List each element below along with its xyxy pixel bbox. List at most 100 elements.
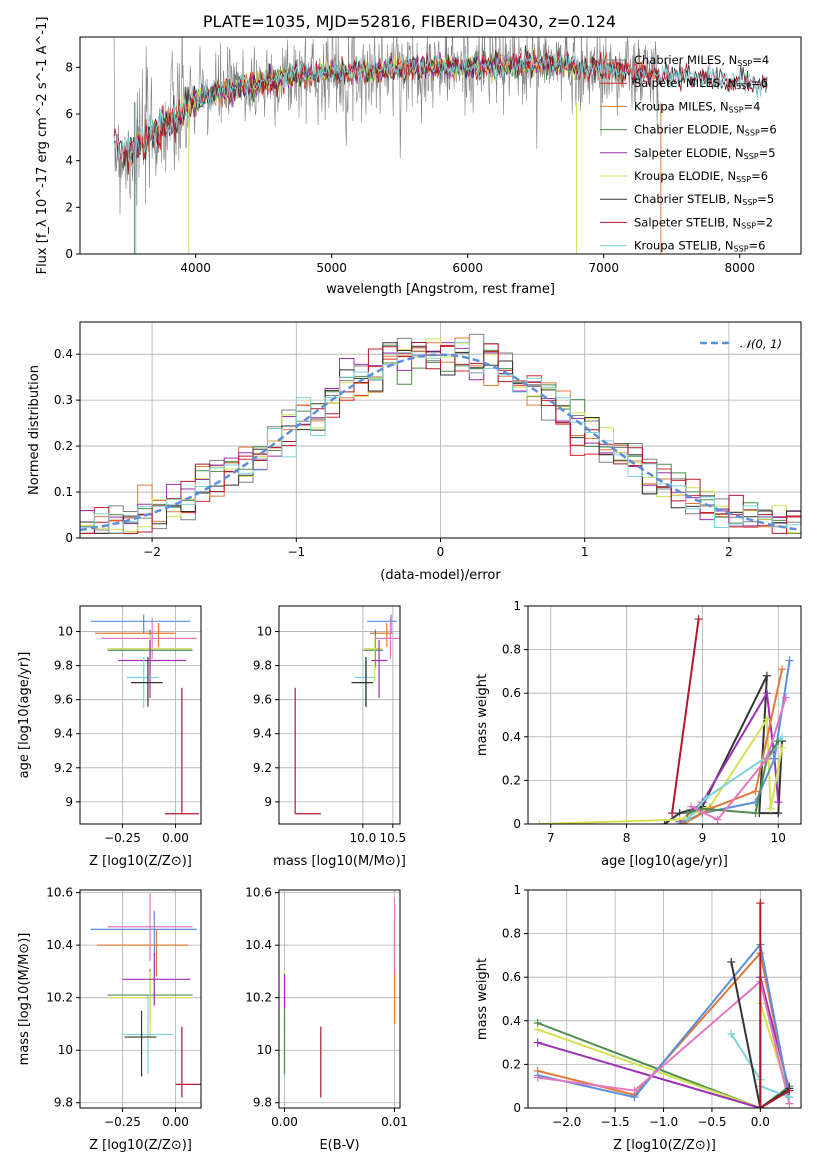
y-tick-label: 9.8: [253, 1096, 272, 1110]
x-tick-label: 10.5: [379, 831, 406, 845]
x-tick-label: 5000: [316, 261, 347, 275]
errorbar-point: [122, 953, 191, 1006]
errorbar-point: [351, 657, 374, 707]
axes-residuals: −2 −1 0 1 2 0 0.1 0.2 0.3 0.4 𝒩(0, 1) (data-model)/…: [27, 321, 802, 583]
weight-marker: [630, 1086, 639, 1095]
plot-area: [80, 333, 801, 534]
y-tick-label: 10: [58, 625, 73, 639]
legend-text: =5: [757, 192, 774, 206]
y-tick-label: 10: [58, 1043, 73, 1057]
normal-curve: [80, 353, 799, 532]
legend-text: Salpeter STELIB, N: [634, 215, 741, 229]
weight-marker: [687, 802, 696, 811]
y-tick-label: 10.4: [46, 938, 73, 952]
errorbar-point: [164, 687, 199, 815]
weight-marker: [713, 815, 722, 824]
y-tick-label: 9: [264, 795, 272, 809]
axes-frame: [527, 605, 802, 825]
y-axis-label: mass weight: [475, 674, 490, 756]
legend-text: Chabrier ELODIE, N: [634, 123, 745, 137]
y-tick-label: 1: [513, 883, 521, 897]
errorbar-point: [107, 892, 193, 961]
axes-frame: [278, 605, 401, 825]
y-tick-label: 10.2: [46, 991, 73, 1005]
legend-entry: Kroupa ELODIE, NSSP=6: [634, 169, 768, 184]
errorbar-point: [294, 687, 321, 815]
text-run: wavelength [Angstrom, rest frame]: [326, 282, 555, 297]
x-tick-label: −1.5: [601, 1115, 630, 1129]
weight-marker: [756, 899, 765, 908]
x-tick-label: 6000: [452, 261, 483, 275]
y-axis-label: age [log10(age/yr)]: [17, 652, 32, 779]
y-axis-label: Flux [f_λ 10^-17 erg cm^-2 s^-1 A^-1]: [35, 17, 50, 275]
errorbar-point: [175, 1026, 201, 1098]
y-tick-label: 0: [513, 1101, 521, 1115]
x-tick-label: 0.0: [751, 1115, 770, 1129]
spectrum-line: [113, 45, 768, 175]
x-tick-label: 2: [725, 545, 733, 559]
y-tick-label: 9.4: [253, 727, 272, 741]
x-axis-label: age [log10(age/yr)]: [601, 854, 728, 869]
errorbar-point: [118, 640, 187, 698]
y-tick-label: 6: [65, 107, 73, 121]
y-tick-label: 0.4: [502, 1014, 521, 1028]
plot-area: [90, 892, 201, 1098]
y-tick-label: 0.6: [502, 686, 521, 700]
legend-entry: Chabrier ELODIE, NSSP=6: [634, 123, 777, 138]
x-axis-label: Z [log10(Z/Z⊙)]: [89, 854, 192, 869]
weight-marker: [675, 820, 684, 824]
weight-marker: [756, 1104, 765, 1108]
weight-marker: [535, 820, 544, 824]
y-axis-label: Normed distribution: [27, 365, 42, 495]
weight-line: [730, 961, 790, 1108]
axes-massweight_vs_age: 7 8 9 10 0 0.2 0.4 0.6 0.8 1 age [log10(age/yr)] ma…: [475, 599, 802, 869]
legend-text: Kroupa MILES, N: [634, 99, 729, 113]
subscript: SSP: [736, 82, 751, 91]
weight-marker: [762, 754, 771, 763]
y-tick-label: 1: [513, 599, 521, 613]
weight-marker: [762, 671, 771, 680]
x-tick-label: −2.0: [552, 1115, 581, 1129]
subscript: SSP: [744, 152, 759, 161]
legend-entry: 𝒩(0, 1): [740, 337, 782, 351]
x-tick-label: −2: [143, 545, 161, 559]
y-tick-label: 9: [65, 795, 73, 809]
y-tick-label: 0.6: [502, 970, 521, 984]
errorbar-point: [370, 623, 393, 647]
weight-line: [539, 716, 783, 824]
weight-marker: [774, 737, 783, 746]
weight-marker: [778, 665, 787, 674]
weight-marker: [762, 689, 771, 698]
legend-text: =2: [756, 215, 773, 229]
errorbar-point: [122, 995, 174, 1074]
axes-mass_vs_EBV: 0.00 0.01 9.8 10 10.2 10.4 10.6 E(B-V): [245, 886, 408, 1153]
y-tick-label: 0.2: [502, 1057, 521, 1071]
weight-marker: [774, 809, 783, 818]
y-tick-label: 10.2: [245, 991, 272, 1005]
legend-text: =6: [749, 239, 766, 253]
axes-frame: [79, 321, 802, 539]
histogram-step: [80, 341, 801, 534]
legend-text: =6: [760, 123, 777, 137]
y-tick-label: 9.6: [54, 693, 73, 707]
errorbar-point: [376, 617, 400, 659]
legend-entry: Kroupa STELIB, NSSP=6: [634, 239, 765, 254]
weight-marker: [727, 957, 736, 966]
y-tick-label: 0: [65, 247, 73, 261]
y-tick-label: 9.4: [54, 727, 73, 741]
legend-entry: Salpeter ELODIE, NSSP=5: [634, 146, 776, 161]
weight-marker: [533, 1025, 542, 1034]
plot-area: [90, 614, 199, 815]
y-tick-label: 10.6: [245, 886, 272, 900]
axes-frame: [278, 889, 401, 1109]
y-axis-label: mass [log10(M/M⊙)]: [17, 933, 32, 1066]
y-tick-label: 0.8: [502, 927, 521, 941]
weight-marker: [660, 820, 669, 824]
axes-frame: [79, 36, 802, 255]
x-tick-label: 8: [623, 831, 631, 845]
weight-marker: [751, 809, 760, 818]
x-tick-label: −0.5: [697, 1115, 726, 1129]
weight-marker: [778, 743, 787, 752]
x-tick-label: 7: [547, 831, 555, 845]
weight-marker: [778, 732, 787, 741]
